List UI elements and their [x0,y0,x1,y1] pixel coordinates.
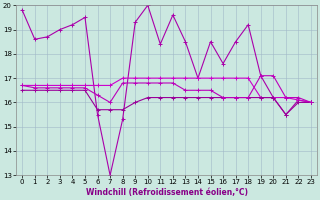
X-axis label: Windchill (Refroidissement éolien,°C): Windchill (Refroidissement éolien,°C) [85,188,248,197]
